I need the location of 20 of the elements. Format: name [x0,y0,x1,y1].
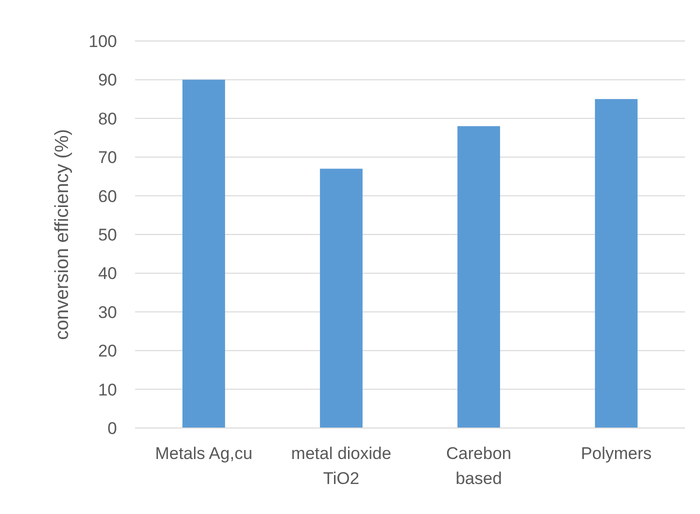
x-tick-label: Polymers [580,444,652,463]
bar [594,99,638,428]
y-axis-title: conversion efficiency (%) [52,129,73,340]
bar [320,168,363,428]
x-tick-label: Carebon based [446,444,512,488]
y-tick-label: 70 [98,148,117,168]
bar [182,80,226,428]
y-tick-label: 10 [98,380,117,400]
y-tick-label: 40 [98,264,117,284]
y-tick-label: 0 [108,418,117,438]
x-tick-label: Metals Ag,cu [155,444,252,463]
y-tick-label: 50 [98,225,117,244]
y-tick-label: 80 [98,109,117,128]
y-tick-label: 30 [98,302,117,322]
y-tick-label: 100 [88,32,117,51]
y-tick-label: 90 [98,70,117,90]
bar [457,126,500,428]
y-tick-label: 20 [98,342,117,361]
x-tick-label: metal dioxide TiO2 [291,444,392,488]
y-tick-label: 60 [98,186,117,206]
